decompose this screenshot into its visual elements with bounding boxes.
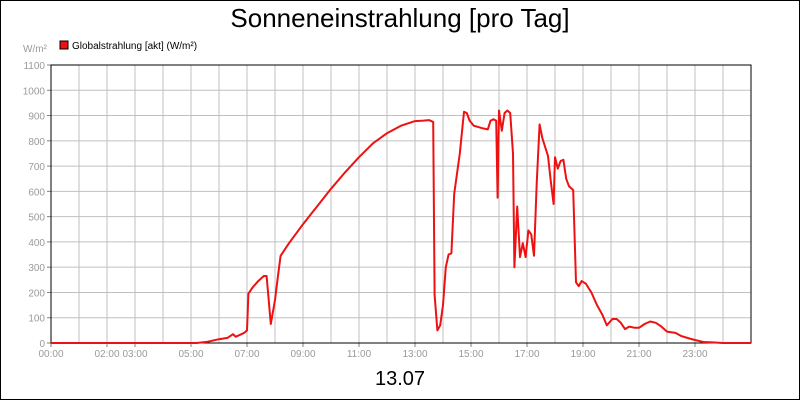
y-tick-label: 400 xyxy=(28,238,45,249)
y-axis-label: W/m² xyxy=(23,44,48,55)
x-tick-label: 17:00 xyxy=(514,349,539,360)
y-tick-label: 100 xyxy=(28,314,45,325)
x-tick-label: 02:00 xyxy=(94,349,119,360)
series-layer xyxy=(51,109,751,344)
y-tick-label: 900 xyxy=(28,112,45,123)
grid-layer xyxy=(51,65,751,343)
y-tick-label: 500 xyxy=(28,213,45,224)
x-tick-label: 23:00 xyxy=(682,349,707,360)
legend: Globalstrahlung [akt] (W/m²) xyxy=(59,40,197,52)
axis-layer: 0 100 200 300 400 500 600 700 800 900 1000 1100 00:0… xyxy=(23,44,752,360)
x-tick-label: 03:00 xyxy=(122,349,147,360)
y-tick-label: 300 xyxy=(28,263,45,274)
y-tick-label: 200 xyxy=(28,288,45,299)
x-tick-label: 00:00 xyxy=(38,349,63,360)
y-tick-label: 1000 xyxy=(23,86,46,97)
y-tick-label: 0 xyxy=(39,339,45,350)
x-tick-label: 19:00 xyxy=(570,349,595,360)
x-tick-label: 21:00 xyxy=(626,349,651,360)
series-line-globalstrahlung xyxy=(51,109,751,344)
plot-border xyxy=(50,64,752,344)
y-tick-label: 600 xyxy=(28,187,45,198)
y-tick-label: 1100 xyxy=(23,61,45,72)
legend-label: Globalstrahlung [akt] (W/m²) xyxy=(72,41,197,52)
x-tick-label: 15:00 xyxy=(458,349,483,360)
x-tick-label: 11:00 xyxy=(347,349,372,360)
chart-title: Sonneneinstrahlung [pro Tag] xyxy=(230,3,570,33)
x-tick-label: 09:00 xyxy=(290,349,315,360)
x-axis-label: 13.07 xyxy=(374,368,426,390)
x-tick-label: 13:00 xyxy=(402,349,427,360)
plot-area xyxy=(51,65,751,343)
y-tick-label: 800 xyxy=(28,137,45,148)
y-tick-label: 700 xyxy=(28,162,45,173)
x-tick-label: 07:00 xyxy=(234,349,259,360)
x-tick-label: 05:00 xyxy=(178,349,203,360)
legend-swatch xyxy=(59,40,69,50)
